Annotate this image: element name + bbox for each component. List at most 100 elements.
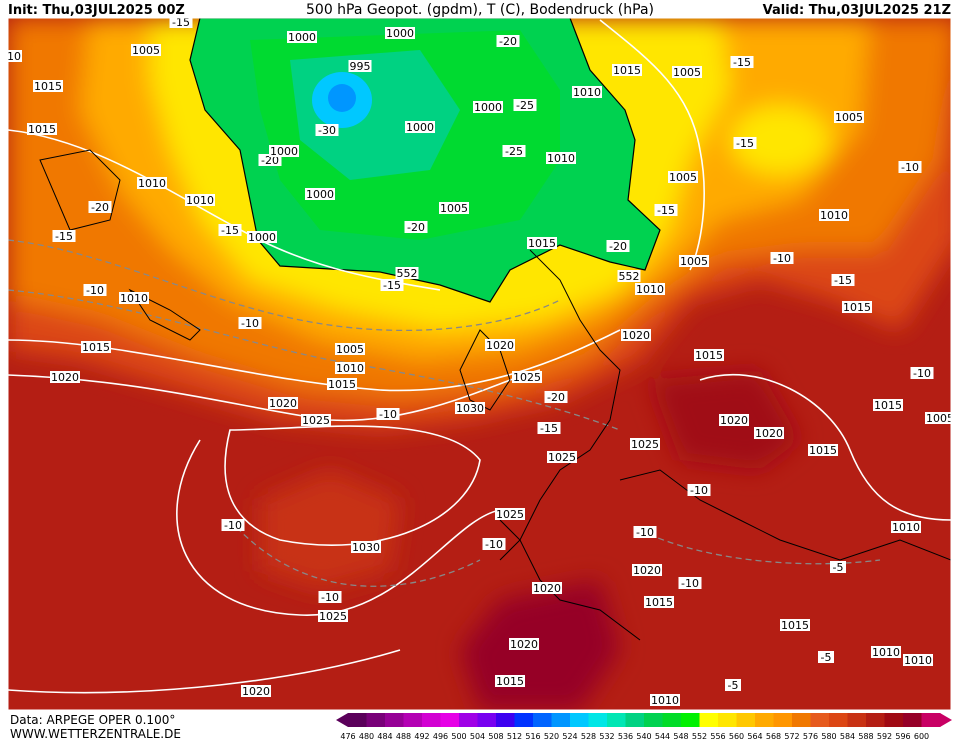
colorbar-cell bbox=[847, 713, 867, 727]
map-label: -10 bbox=[321, 591, 339, 604]
map-label: 1030 bbox=[352, 541, 380, 554]
map-label-box bbox=[169, 18, 193, 28]
map-label: 1015 bbox=[28, 123, 56, 136]
map-label: -15 bbox=[733, 56, 751, 69]
map-label: 1005 bbox=[440, 202, 468, 215]
map-label-box bbox=[88, 201, 112, 213]
map-label-box bbox=[50, 371, 80, 383]
colorbar-label: 576 bbox=[803, 732, 818, 741]
map-label: 1015 bbox=[34, 80, 62, 93]
map-label: 1015 bbox=[328, 378, 356, 391]
map-label: 1005 bbox=[926, 412, 954, 425]
colorbar-label: 488 bbox=[396, 732, 411, 741]
map-label: 1010 bbox=[547, 152, 575, 165]
colorbar-label: 492 bbox=[414, 732, 429, 741]
map-label: 1000 bbox=[386, 27, 414, 40]
map-label: -5 bbox=[821, 651, 832, 664]
map-label-box bbox=[335, 343, 365, 355]
colorbar-cell bbox=[496, 713, 515, 727]
colorbar-cell bbox=[348, 713, 367, 727]
map-label-box bbox=[650, 694, 680, 706]
map-label: 1010 bbox=[120, 292, 148, 305]
map-label: 1015 bbox=[843, 301, 871, 314]
colorbar-cell bbox=[718, 713, 737, 727]
map-label-box bbox=[318, 591, 342, 603]
map-label: 1015 bbox=[496, 675, 524, 688]
colorbar-label: 592 bbox=[877, 732, 892, 741]
map-label-box bbox=[33, 80, 63, 92]
map-label: 1010 bbox=[820, 209, 848, 222]
colorbar-cell bbox=[644, 713, 663, 727]
map-label-box bbox=[831, 274, 855, 286]
map-label: -20 bbox=[547, 391, 565, 404]
map-label-box bbox=[247, 231, 277, 243]
map-label-box bbox=[547, 451, 577, 463]
map-label-box bbox=[719, 414, 749, 426]
map-label: 1010 bbox=[186, 194, 214, 207]
map-label: -15 bbox=[540, 422, 558, 435]
colorbar-cell bbox=[625, 713, 645, 727]
map-label: 1025 bbox=[302, 414, 330, 427]
map-label-box bbox=[315, 124, 339, 136]
map-label-box bbox=[502, 145, 526, 157]
map-label-box bbox=[119, 292, 149, 304]
map-label: 1025 bbox=[496, 508, 524, 521]
map-label: 1010 bbox=[892, 521, 920, 534]
colorbar-label: 504 bbox=[470, 732, 485, 741]
colorbar-label: 584 bbox=[840, 732, 855, 741]
map-label-box bbox=[380, 279, 404, 291]
map-label-box bbox=[473, 101, 503, 113]
map-label-box bbox=[910, 367, 934, 379]
map-label: -10 bbox=[86, 284, 104, 297]
map-label: -10 bbox=[690, 484, 708, 497]
map-label: -10 bbox=[485, 538, 503, 551]
map-label-box bbox=[532, 582, 562, 594]
colorbar-label: 540 bbox=[636, 732, 651, 741]
map-label: -15 bbox=[736, 137, 754, 150]
colorbar-label: 536 bbox=[618, 732, 633, 741]
map-label: 1025 bbox=[548, 451, 576, 464]
map-label: 1010 bbox=[636, 283, 664, 296]
colorbar-cell bbox=[607, 713, 626, 727]
map-label: 1030 bbox=[456, 402, 484, 415]
colorbar: 476 480 484 488 492 496 500 504 508 512 516 520 524 5… bbox=[336, 713, 952, 741]
colorbar-label: 568 bbox=[766, 732, 781, 741]
map-label-box bbox=[730, 56, 754, 68]
map-label-box bbox=[891, 521, 921, 533]
map-label-box bbox=[131, 44, 161, 56]
map-label: -15 bbox=[221, 224, 239, 237]
colorbar-label: 480 bbox=[359, 732, 374, 741]
map-label: 1005 bbox=[336, 343, 364, 356]
colorbar-cell bbox=[792, 713, 811, 727]
map-label: 1010 bbox=[573, 86, 601, 99]
map-label: -10 bbox=[241, 317, 259, 330]
colorbar-cell bbox=[681, 713, 700, 727]
map-label-box bbox=[679, 255, 709, 267]
map-label: -20 bbox=[407, 221, 425, 234]
data-source: Data: ARPEGE OPER 0.100° bbox=[10, 713, 175, 727]
map-label: -30 bbox=[318, 124, 336, 137]
map-label-box bbox=[439, 202, 469, 214]
colorbar-cell bbox=[477, 713, 497, 727]
map-label-box bbox=[495, 508, 525, 520]
map-label: 1020 bbox=[633, 564, 661, 577]
colorbar-cell bbox=[403, 713, 423, 727]
map-label: 1020 bbox=[51, 371, 79, 384]
colorbar-arrow-left bbox=[336, 713, 348, 727]
map-label-box bbox=[632, 564, 662, 576]
colorbar-cell bbox=[366, 713, 386, 727]
map-label: -5 bbox=[833, 561, 844, 574]
map-label: -10 bbox=[773, 252, 791, 265]
map-label-box bbox=[644, 596, 674, 608]
map-label: 1015 bbox=[613, 64, 641, 77]
colorbar-label: 552 bbox=[692, 732, 707, 741]
colorbar-label: 556 bbox=[710, 732, 725, 741]
map-label: -15 bbox=[657, 204, 675, 217]
valid-time: Valid: Thu,03JUL2025 21Z bbox=[763, 3, 951, 18]
map-label-box bbox=[808, 444, 838, 456]
map-label-box bbox=[268, 397, 298, 409]
map-label: 1025 bbox=[513, 371, 541, 384]
colorbar-cell bbox=[903, 713, 922, 727]
map-label: -10 bbox=[379, 408, 397, 421]
colorbar-cell bbox=[921, 713, 941, 727]
